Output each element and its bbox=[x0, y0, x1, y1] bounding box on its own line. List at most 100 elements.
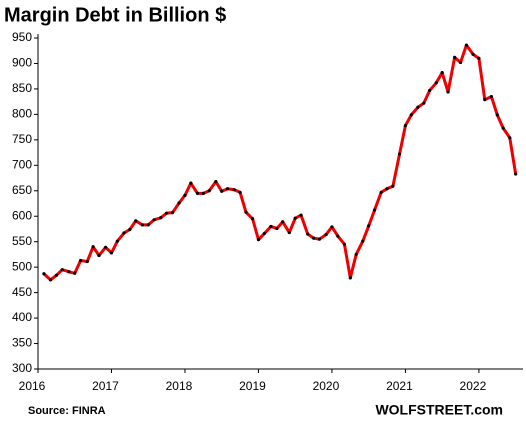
point bbox=[115, 239, 119, 243]
point bbox=[256, 238, 261, 242]
y-tick-label: 300 bbox=[12, 361, 32, 375]
point bbox=[317, 237, 322, 241]
point bbox=[299, 213, 303, 217]
point bbox=[416, 105, 420, 109]
y-tick-label: 950 bbox=[12, 30, 32, 44]
point bbox=[458, 60, 463, 65]
point bbox=[48, 278, 53, 282]
x-tick-label: 2022 bbox=[460, 379, 487, 393]
point bbox=[403, 123, 408, 128]
point bbox=[508, 136, 512, 140]
point bbox=[164, 211, 169, 215]
x-tick-label: 2018 bbox=[166, 379, 193, 393]
point bbox=[471, 52, 475, 56]
x-tick-label: 2021 bbox=[386, 379, 413, 393]
point bbox=[422, 101, 426, 105]
point bbox=[287, 230, 291, 235]
y-tick-label: 800 bbox=[12, 107, 32, 121]
point bbox=[183, 193, 187, 197]
y-tick-label: 600 bbox=[12, 208, 32, 222]
x-tick-label: 2016 bbox=[19, 379, 46, 393]
point bbox=[122, 231, 126, 235]
point bbox=[54, 273, 58, 277]
point bbox=[397, 152, 402, 156]
point bbox=[214, 180, 218, 184]
y-tick-label: 400 bbox=[12, 310, 32, 324]
point bbox=[134, 219, 138, 223]
point bbox=[489, 94, 494, 99]
point bbox=[440, 71, 444, 75]
point bbox=[195, 191, 200, 195]
point bbox=[152, 218, 156, 222]
point bbox=[372, 208, 377, 212]
y-tick-label: 900 bbox=[12, 56, 32, 70]
point bbox=[220, 189, 224, 193]
point bbox=[361, 239, 365, 243]
x-tick-label: 2019 bbox=[239, 379, 266, 393]
point bbox=[189, 181, 193, 185]
y-tick-label: 700 bbox=[12, 157, 32, 171]
point bbox=[501, 126, 505, 130]
point bbox=[342, 242, 347, 246]
point bbox=[434, 81, 438, 85]
point bbox=[73, 271, 77, 275]
point bbox=[244, 210, 248, 214]
point bbox=[140, 223, 144, 227]
point bbox=[409, 113, 413, 117]
point bbox=[336, 234, 340, 238]
point bbox=[275, 226, 279, 231]
point bbox=[104, 245, 108, 249]
point bbox=[177, 201, 181, 205]
point bbox=[354, 252, 358, 257]
x-tick-label: 2020 bbox=[313, 379, 340, 393]
point bbox=[85, 259, 89, 264]
point bbox=[464, 43, 469, 47]
y-tick-label: 750 bbox=[12, 132, 32, 146]
point bbox=[324, 232, 328, 237]
point bbox=[293, 216, 297, 220]
point bbox=[483, 98, 487, 102]
line bbox=[42, 43, 518, 282]
point bbox=[225, 187, 230, 191]
point bbox=[348, 276, 352, 280]
point bbox=[170, 211, 175, 215]
point bbox=[391, 184, 395, 188]
point bbox=[146, 223, 150, 227]
point bbox=[367, 224, 371, 228]
y-tick-label: 350 bbox=[12, 336, 32, 350]
source: Source: FINRA bbox=[28, 405, 106, 417]
point bbox=[428, 88, 432, 93]
point bbox=[60, 268, 64, 272]
point bbox=[67, 270, 71, 274]
y-tick-label: 550 bbox=[12, 234, 32, 248]
point bbox=[446, 90, 450, 94]
x-tick-label: 2017 bbox=[92, 379, 119, 393]
point bbox=[250, 217, 255, 221]
point bbox=[232, 188, 236, 192]
y-tick-label: 500 bbox=[12, 259, 32, 273]
point bbox=[281, 220, 285, 224]
point bbox=[379, 190, 383, 194]
point bbox=[91, 245, 95, 249]
point bbox=[477, 56, 481, 60]
point bbox=[453, 55, 457, 59]
point bbox=[79, 258, 83, 263]
point bbox=[514, 172, 518, 176]
chart-title: Margin Debt in Billion $ bbox=[4, 4, 226, 26]
point bbox=[207, 189, 211, 193]
point bbox=[42, 272, 46, 276]
y-tick-label: 850 bbox=[12, 81, 32, 95]
point bbox=[128, 227, 132, 232]
point bbox=[97, 253, 101, 258]
point bbox=[330, 225, 334, 229]
point bbox=[311, 236, 316, 240]
watermark: WOLFSTREET.com bbox=[375, 402, 503, 418]
point bbox=[385, 187, 389, 191]
point bbox=[495, 113, 499, 117]
point bbox=[306, 232, 310, 236]
point bbox=[109, 251, 114, 255]
point bbox=[238, 190, 242, 194]
point bbox=[201, 191, 205, 195]
point bbox=[159, 216, 163, 220]
